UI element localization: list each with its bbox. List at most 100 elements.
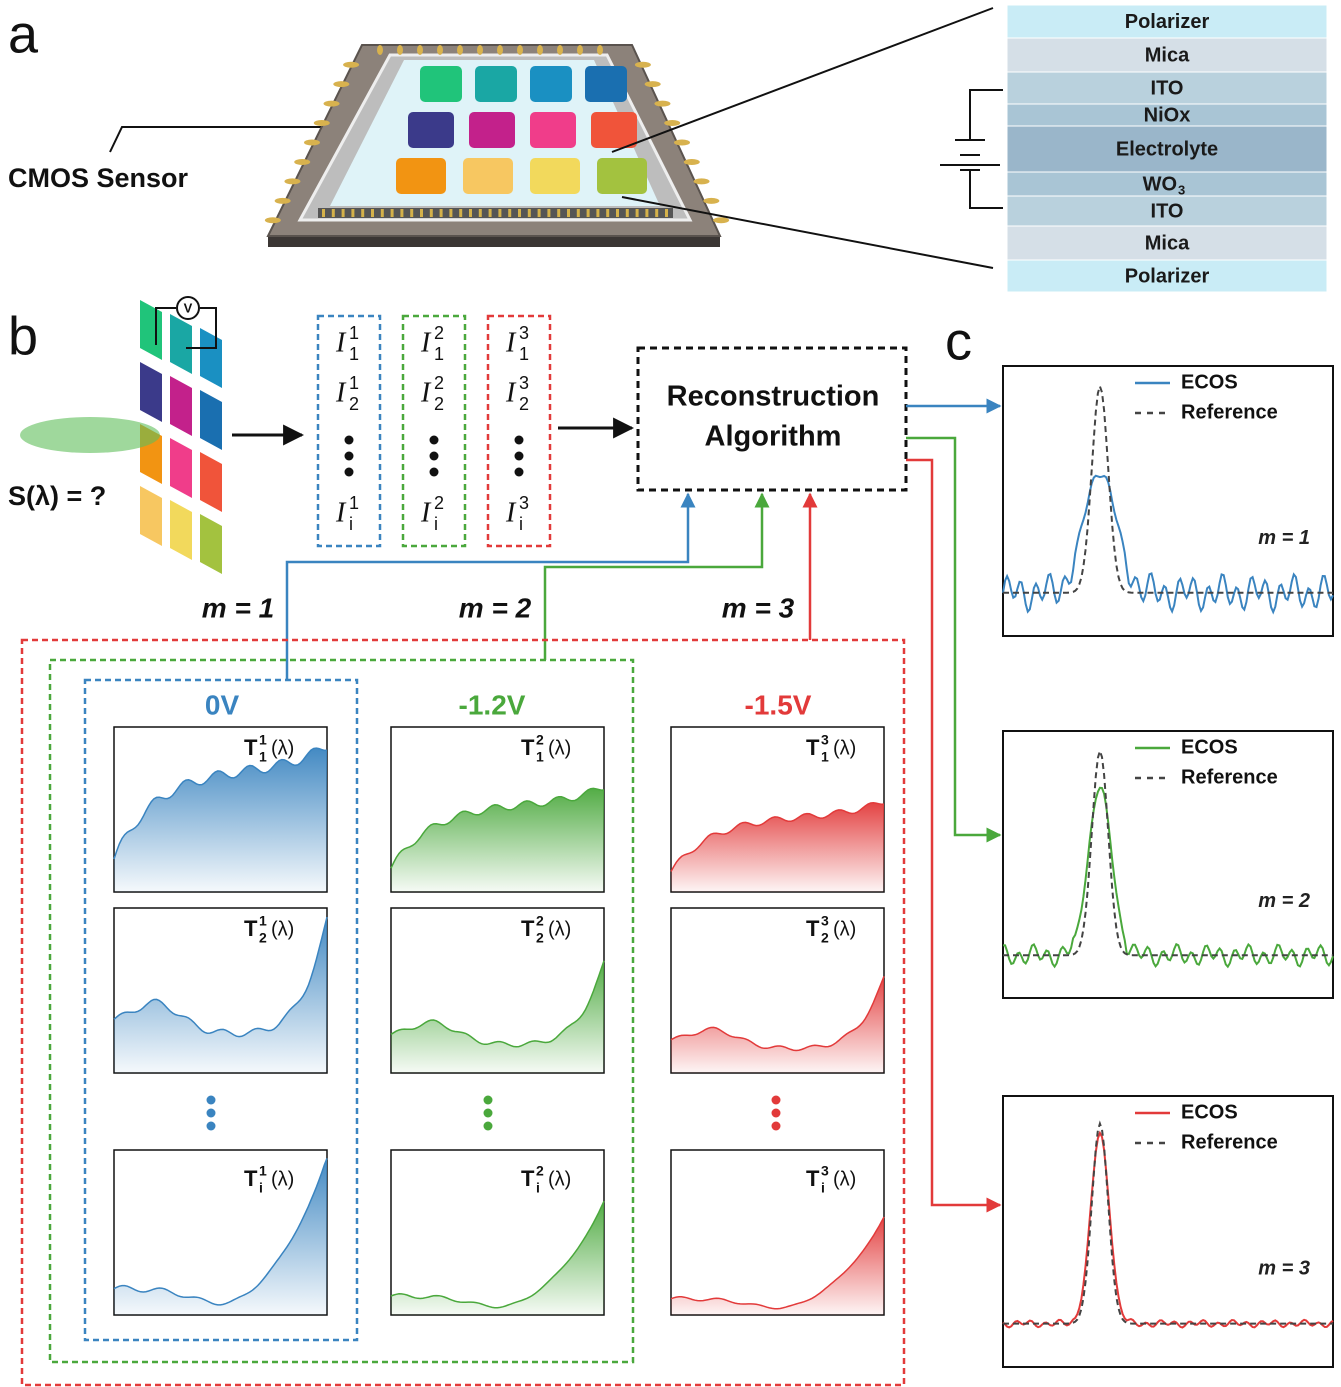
current-symbol: I [420,377,432,408]
pad [477,45,483,55]
legend-label: Reference [1181,766,1278,788]
pin [351,209,354,217]
pin [567,209,570,217]
connector [287,494,688,680]
spectrum-symbol: T [521,1166,535,1191]
spectrum-symbol: T [521,735,535,760]
sensor-label: CMOS Sensor [8,163,189,193]
ellipsis-dot [430,452,439,461]
spectrum-symbol: T [521,916,535,941]
filter-tile [591,112,637,148]
spectrum-arg: (λ) [271,737,294,759]
current-sub: i [519,514,523,534]
pin [547,209,550,217]
pad [684,159,700,165]
ellipsis-dot [515,452,524,461]
spectrum-arg: (λ) [548,918,571,940]
pin [410,209,413,217]
algorithm-label: Reconstruction [667,381,880,413]
filter-tile [396,158,446,194]
pad [635,62,651,68]
pin [420,209,423,217]
spectrum-sup: 2 [536,732,544,748]
spectrum-symbol: T [806,735,820,760]
filter-tile [585,66,627,102]
m-label: m = 1 [202,592,274,623]
ellipsis-dot [345,452,354,461]
pin [381,209,384,217]
light-beam [20,417,160,453]
pin [459,209,462,217]
pad [703,198,719,204]
spectrum-arg: (λ) [548,737,571,759]
pad [694,178,710,184]
pad [577,45,583,55]
current-sup: 1 [349,373,359,393]
spectrum-arg: (λ) [833,737,856,759]
voltage-label: -1.2V [459,689,526,720]
legend-label: ECOS [1181,371,1238,393]
spectrum-sub: i [821,1180,825,1196]
input-label: S(λ) = ? [8,481,106,511]
pad [557,45,563,55]
connector [545,494,762,660]
panel-label: c [945,311,972,371]
ellipsis-dot [207,1109,216,1118]
device-tile [140,362,162,422]
voltage-label: 0V [205,689,240,720]
pad [377,45,383,55]
device-tile [200,452,222,512]
legend-label: Reference [1181,1131,1278,1153]
current-sup: 2 [434,373,444,393]
pad [304,140,320,146]
pad [457,45,463,55]
spectrum-sub: i [259,1180,263,1196]
pad [674,140,690,146]
device-tile [170,376,192,436]
current-sup: 3 [519,373,529,393]
spectrum-arg: (λ) [548,1168,571,1190]
voltage-label: -1.5V [745,689,812,720]
pad [314,120,330,126]
spectrum-symbol: T [244,735,258,760]
pad [275,198,291,204]
pad [664,120,680,126]
panel-label: a [8,4,39,64]
pin [508,209,511,217]
panel-label: b [8,306,38,366]
pin [636,209,639,217]
pin [587,209,590,217]
spectrum-sup: 3 [821,1163,829,1179]
pin [557,209,560,217]
current-sub: 2 [434,394,444,414]
spectrum-symbol: T [806,1166,820,1191]
spectrum-sub: 2 [536,930,544,946]
m-label: m = 2 [459,592,532,623]
pad [517,45,523,55]
current-symbol: I [335,327,347,358]
current-symbol: I [505,377,517,408]
pin [665,209,668,217]
pad [417,45,423,55]
filter-tile [530,112,576,148]
filter-tile [530,158,580,194]
pad [654,101,670,107]
current-sup: 1 [349,493,359,513]
current-symbol: I [335,497,347,528]
spectrum-sup: 3 [821,732,829,748]
spectrum-sub: 1 [259,749,267,765]
layer-label: Electrolyte [1116,138,1218,160]
spectrum-symbol: T [244,916,258,941]
ellipsis-dot [515,436,524,445]
layer-label: WO [1143,173,1177,195]
spectrum-sup: 3 [821,913,829,929]
pin [391,209,394,217]
spectrum-arg: (λ) [271,1168,294,1190]
pin [655,209,658,217]
pad [497,45,503,55]
current-sub: i [349,514,353,534]
m-label: m = 2 [1258,890,1310,912]
layer-label: Polarizer [1125,265,1210,287]
pin [606,209,609,217]
filter-tile [408,112,454,148]
